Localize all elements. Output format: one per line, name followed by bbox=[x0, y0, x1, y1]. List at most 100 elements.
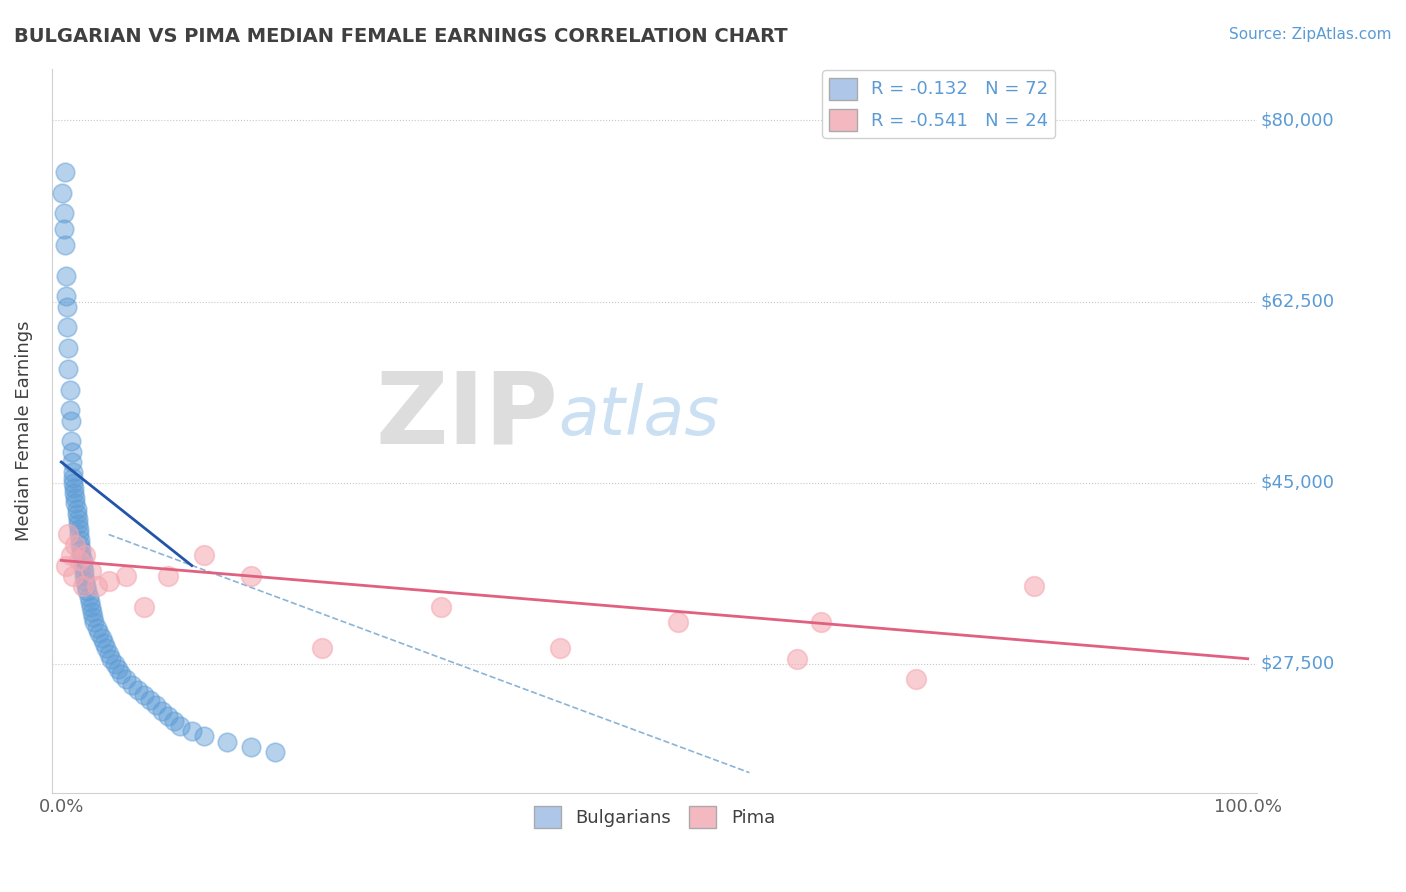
Point bbox=[86, 621, 108, 635]
Point bbox=[67, 522, 90, 536]
Point bbox=[163, 714, 186, 728]
Point bbox=[150, 704, 173, 718]
Point bbox=[53, 237, 76, 252]
Point bbox=[80, 605, 103, 619]
Point bbox=[79, 595, 101, 609]
Point bbox=[65, 491, 87, 506]
Point bbox=[55, 558, 77, 573]
Point bbox=[72, 558, 94, 573]
Point bbox=[157, 708, 180, 723]
Point bbox=[73, 564, 96, 578]
Point bbox=[73, 569, 96, 583]
Point bbox=[66, 517, 89, 532]
Point bbox=[58, 341, 80, 355]
Point bbox=[69, 538, 91, 552]
Point bbox=[548, 641, 571, 656]
Point bbox=[66, 507, 89, 521]
Point bbox=[73, 574, 96, 588]
Point bbox=[104, 657, 127, 671]
Point bbox=[59, 548, 82, 562]
Point bbox=[51, 186, 73, 200]
Point bbox=[80, 599, 103, 614]
Point bbox=[52, 206, 75, 220]
Point bbox=[72, 579, 94, 593]
Point bbox=[62, 475, 84, 490]
Point bbox=[60, 444, 83, 458]
Point bbox=[62, 470, 84, 484]
Point bbox=[86, 579, 108, 593]
Point bbox=[145, 698, 167, 713]
Point bbox=[93, 636, 115, 650]
Point bbox=[58, 527, 80, 541]
Point bbox=[97, 647, 120, 661]
Point bbox=[80, 564, 103, 578]
Text: ZIP: ZIP bbox=[375, 368, 558, 465]
Point bbox=[70, 543, 93, 558]
Point bbox=[65, 538, 87, 552]
Point bbox=[666, 615, 689, 630]
Point bbox=[66, 501, 89, 516]
Point bbox=[240, 739, 263, 754]
Point bbox=[180, 724, 202, 739]
Point bbox=[127, 682, 149, 697]
Text: Source: ZipAtlas.com: Source: ZipAtlas.com bbox=[1229, 27, 1392, 42]
Point bbox=[100, 651, 122, 665]
Point bbox=[115, 569, 138, 583]
Point bbox=[72, 553, 94, 567]
Point bbox=[70, 548, 93, 562]
Text: $80,000: $80,000 bbox=[1261, 112, 1334, 129]
Point bbox=[1024, 579, 1046, 593]
Point bbox=[96, 641, 118, 656]
Legend: Bulgarians, Pima: Bulgarians, Pima bbox=[527, 798, 782, 835]
Point bbox=[217, 734, 239, 748]
Point bbox=[55, 268, 77, 283]
Point bbox=[76, 584, 98, 599]
Point bbox=[134, 688, 156, 702]
Y-axis label: Median Female Earnings: Median Female Earnings bbox=[15, 321, 32, 541]
Text: $27,500: $27,500 bbox=[1261, 655, 1336, 673]
Point bbox=[263, 745, 285, 759]
Point bbox=[193, 548, 215, 562]
Point bbox=[193, 730, 215, 744]
Point bbox=[430, 599, 453, 614]
Point bbox=[58, 403, 80, 417]
Text: $45,000: $45,000 bbox=[1261, 474, 1334, 491]
Point bbox=[90, 631, 112, 645]
Point bbox=[786, 651, 808, 665]
Point bbox=[63, 486, 86, 500]
Point bbox=[56, 300, 79, 314]
Point bbox=[82, 610, 104, 624]
Text: atlas: atlas bbox=[558, 384, 720, 450]
Point bbox=[59, 414, 82, 428]
Point bbox=[311, 641, 333, 656]
Point bbox=[77, 590, 100, 604]
Point bbox=[60, 455, 83, 469]
Point bbox=[65, 496, 87, 510]
Text: $62,500: $62,500 bbox=[1261, 293, 1334, 310]
Point bbox=[134, 599, 156, 614]
Point bbox=[97, 574, 120, 588]
Point bbox=[66, 512, 89, 526]
Point bbox=[810, 615, 832, 630]
Point bbox=[62, 569, 84, 583]
Point bbox=[121, 678, 143, 692]
Point bbox=[75, 579, 97, 593]
Point bbox=[58, 383, 80, 397]
Point bbox=[53, 165, 76, 179]
Point bbox=[83, 615, 105, 630]
Point bbox=[56, 320, 79, 334]
Point bbox=[139, 693, 162, 707]
Point bbox=[73, 548, 96, 562]
Point bbox=[110, 667, 132, 681]
Point bbox=[58, 361, 80, 376]
Point bbox=[62, 466, 84, 480]
Point bbox=[157, 569, 180, 583]
Point bbox=[115, 673, 138, 687]
Text: BULGARIAN VS PIMA MEDIAN FEMALE EARNINGS CORRELATION CHART: BULGARIAN VS PIMA MEDIAN FEMALE EARNINGS… bbox=[14, 27, 787, 45]
Point bbox=[69, 533, 91, 547]
Point bbox=[240, 569, 263, 583]
Point bbox=[89, 625, 111, 640]
Point bbox=[52, 222, 75, 236]
Point bbox=[169, 719, 191, 733]
Point bbox=[67, 553, 90, 567]
